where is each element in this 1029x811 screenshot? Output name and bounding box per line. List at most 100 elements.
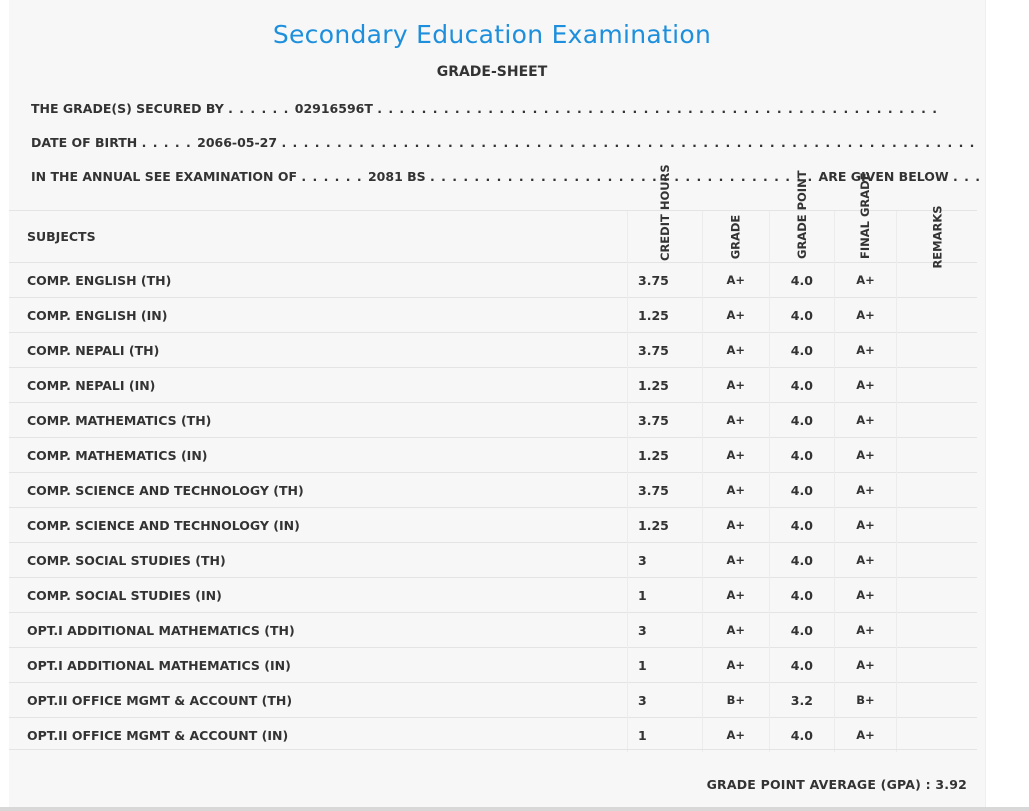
secured-by-label: THE GRADE(S) SECURED BY — [31, 101, 224, 116]
credit-cell: 1.25 — [627, 367, 702, 403]
leader-dots: . . . — [953, 169, 981, 184]
grade-cell: B+ — [701, 682, 770, 718]
credit-cell: 3 — [627, 612, 702, 648]
table-row: COMP. ENGLISH (IN) 1.25 A+ 4.0 A+ — [9, 297, 977, 333]
credit-cell: 3.75 — [627, 262, 702, 298]
remarks-cell — [896, 507, 977, 543]
grade-point-cell: 4.0 — [769, 262, 835, 298]
grade-cell: A+ — [701, 577, 770, 613]
leader-dots: . . . . . . — [301, 169, 368, 184]
table-row: OPT.II OFFICE MGMT & ACCOUNT (IN) 1 A+ 4… — [9, 717, 977, 752]
leader-dots: . . . . . — [141, 135, 198, 150]
grade-cell: A+ — [701, 647, 770, 683]
exam-line: IN THE ANNUAL SEE EXAMINATION OF . . . .… — [31, 169, 981, 184]
final-grade-cell: A+ — [833, 542, 897, 578]
dob-label: DATE OF BIRTH — [31, 135, 138, 150]
credit-cell: 3 — [627, 542, 702, 578]
grade-cell: A+ — [701, 367, 770, 403]
grade-point-cell: 4.0 — [769, 647, 835, 683]
grades-table: SUBJECTS CREDIT HOURS GRADE GRADE POINT … — [9, 164, 977, 752]
final-grade-cell: A+ — [833, 262, 897, 298]
header-grade-point-label: GRADE POINT — [794, 170, 809, 259]
remarks-cell — [896, 542, 977, 578]
final-grade-cell: A+ — [833, 647, 897, 683]
credit-cell: 3.75 — [627, 332, 702, 368]
grade-cell: A+ — [701, 612, 770, 648]
subject-cell: OPT.I ADDITIONAL MATHEMATICS (IN) — [9, 647, 628, 683]
credit-cell: 3 — [627, 682, 702, 718]
header-remarks: REMARKS — [896, 205, 977, 269]
grade-point-cell: 4.0 — [769, 367, 835, 403]
grade-point-cell: 4.0 — [769, 332, 835, 368]
grade-point-cell: 4.0 — [769, 577, 835, 613]
final-grade-cell: A+ — [833, 472, 897, 508]
final-grade-cell: A+ — [833, 332, 897, 368]
remarks-cell — [896, 647, 977, 683]
grade-point-cell: 4.0 — [769, 717, 835, 752]
dob-line: DATE OF BIRTH . . . . . 2066-05-27 . . .… — [31, 135, 975, 150]
table-row: COMP. ENGLISH (TH) 3.75 A+ 4.0 A+ — [9, 262, 977, 298]
grade-cell: A+ — [701, 507, 770, 543]
grade-cell: A+ — [701, 472, 770, 508]
table-row: COMP. NEPALI (TH) 3.75 A+ 4.0 A+ — [9, 332, 977, 368]
header-grade-point: GRADE POINT — [769, 170, 835, 263]
table-row: COMP. MATHEMATICS (TH) 3.75 A+ 4.0 A+ — [9, 402, 977, 438]
grade-cell: A+ — [701, 262, 770, 298]
subject-cell: OPT.II OFFICE MGMT & ACCOUNT (IN) — [9, 717, 628, 752]
grade-point-cell: 4.0 — [769, 542, 835, 578]
remarks-cell — [896, 367, 977, 403]
credit-cell: 3.75 — [627, 402, 702, 438]
remarks-cell — [896, 682, 977, 718]
subject-cell: COMP. ENGLISH (IN) — [9, 297, 628, 333]
table-row: OPT.I ADDITIONAL MATHEMATICS (TH) 3 A+ 4… — [9, 612, 977, 648]
header-final-grade: FINAL GRADE — [833, 172, 897, 263]
remarks-cell — [896, 717, 977, 752]
credit-cell: 1.25 — [627, 437, 702, 473]
exam-title: Secondary Education Examination — [272, 20, 712, 49]
leader-dots: . . . . . . . . . . . . . . . . . . . . … — [377, 101, 938, 116]
table-row: COMP. SOCIAL STUDIES (TH) 3 A+ 4.0 A+ — [9, 542, 977, 578]
table-row: OPT.I ADDITIONAL MATHEMATICS (IN) 1 A+ 4… — [9, 647, 977, 683]
grade-point-cell: 4.0 — [769, 297, 835, 333]
secured-by-line: THE GRADE(S) SECURED BY . . . . . . 0291… — [31, 101, 938, 116]
subject-cell: COMP. NEPALI (IN) — [9, 367, 628, 403]
grade-cell: A+ — [701, 332, 770, 368]
subject-cell: OPT.I ADDITIONAL MATHEMATICS (TH) — [9, 612, 628, 648]
credit-cell: 3.75 — [627, 472, 702, 508]
remarks-cell — [896, 332, 977, 368]
leader-dots: . . . . . . — [228, 101, 295, 116]
grade-cell: A+ — [701, 297, 770, 333]
grade-cell: A+ — [701, 437, 770, 473]
table-row: OPT.II OFFICE MGMT & ACCOUNT (TH) 3 B+ 3… — [9, 682, 977, 718]
subject-cell: COMP. MATHEMATICS (IN) — [9, 437, 628, 473]
page-bottom-border — [0, 807, 1029, 811]
table-row: COMP. SOCIAL STUDIES (IN) 1 A+ 4.0 A+ — [9, 577, 977, 613]
remarks-cell — [896, 262, 977, 298]
gpa-label: GRADE POINT AVERAGE (GPA) : — [706, 777, 931, 792]
remarks-cell — [896, 297, 977, 333]
credit-cell: 1.25 — [627, 297, 702, 333]
grade-sheet: Secondary Education Examination GRADE-SH… — [9, 0, 986, 807]
remarks-cell — [896, 402, 977, 438]
subject-cell: COMP. SOCIAL STUDIES (TH) — [9, 542, 628, 578]
gpa-line: GRADE POINT AVERAGE (GPA) : 3.92 — [707, 777, 967, 792]
table-row: COMP. SCIENCE AND TECHNOLOGY (IN) 1.25 A… — [9, 507, 977, 543]
exam-year: 2081 BS — [367, 169, 426, 184]
remarks-cell — [896, 577, 977, 613]
final-grade-cell: A+ — [833, 437, 897, 473]
subject-cell: COMP. ENGLISH (TH) — [9, 262, 628, 298]
grade-point-cell: 4.0 — [769, 612, 835, 648]
remarks-cell — [896, 437, 977, 473]
subject-cell: COMP. SCIENCE AND TECHNOLOGY (IN) — [9, 507, 628, 543]
table-header-row: SUBJECTS CREDIT HOURS GRADE GRADE POINT … — [9, 164, 977, 269]
exam-suffix: ARE GIVEN BELOW — [818, 169, 949, 184]
grade-cell: A+ — [701, 402, 770, 438]
table-row: COMP. MATHEMATICS (IN) 1.25 A+ 4.0 A+ — [9, 437, 977, 473]
gpa-value: 3.92 — [935, 777, 967, 792]
subject-cell: OPT.II OFFICE MGMT & ACCOUNT (TH) — [9, 682, 628, 718]
grade-cell: A+ — [701, 542, 770, 578]
subject-cell: COMP. SCIENCE AND TECHNOLOGY (TH) — [9, 472, 628, 508]
credit-cell: 1 — [627, 717, 702, 752]
symbol-number: 02916596T — [294, 101, 373, 116]
grade-point-cell: 4.0 — [769, 472, 835, 508]
